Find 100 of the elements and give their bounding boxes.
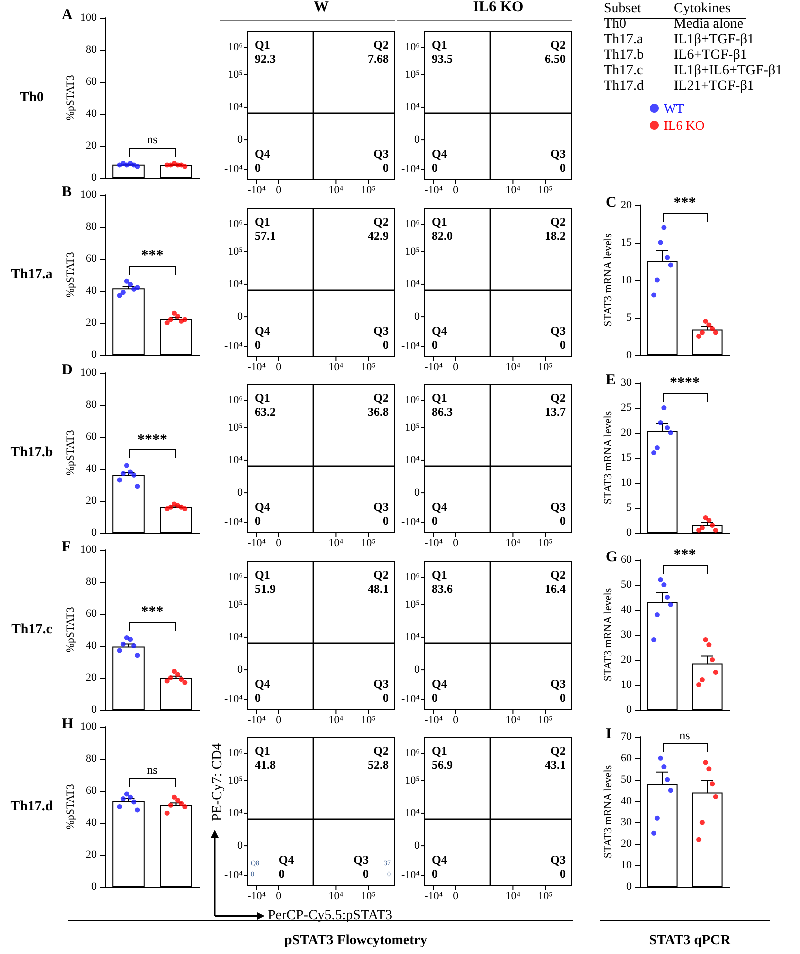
annotation: ns (147, 132, 158, 147)
text: 10⁴ (405, 807, 420, 820)
text: -10⁴ (224, 870, 244, 882)
text: 0 (432, 338, 438, 352)
text: 63.2 (255, 405, 276, 419)
text: 10⁴ (506, 538, 521, 550)
y-tick-label: 5 (626, 502, 632, 514)
annotation: *** (141, 604, 164, 620)
text: Q2 (374, 744, 389, 758)
text: 10⁵ (405, 68, 420, 81)
y-tick-label: 50 (621, 578, 632, 591)
y-tick-label: 20 (86, 672, 98, 684)
text: 10⁶ (405, 42, 420, 54)
y-tick-label: 60 (621, 752, 632, 764)
text: G (606, 549, 618, 566)
text: 10⁶ (228, 394, 244, 407)
y-axis-title: %pSTAT3 (65, 784, 78, 830)
y-axis-title: STAT3 mRNA levels (602, 234, 614, 327)
text: Q3 (550, 147, 566, 161)
y-tick-label: 15 (621, 236, 632, 249)
text: 10⁵ (361, 184, 376, 196)
text: 6.50 (545, 52, 566, 66)
text: 10⁵ (228, 774, 244, 787)
y-tick-label: 20 (621, 199, 632, 212)
y-tick-label: 0 (626, 526, 632, 538)
text: 10⁵ (228, 68, 244, 81)
text: 0 (276, 890, 282, 902)
text: -10⁴ (402, 693, 420, 706)
text: 51.9 (255, 582, 276, 596)
y-tick-label: 60 (621, 554, 632, 566)
y-axis-title: STAT3 mRNA levels (602, 410, 614, 504)
text: Q1 (432, 391, 448, 405)
text: -10⁴ (424, 714, 444, 726)
text: 0 (383, 161, 389, 175)
text: IL1β+IL6+TGF-β1 (674, 64, 783, 78)
y-tick-label: 40 (86, 640, 98, 652)
text: F (62, 539, 72, 556)
y-tick-label: 80 (86, 44, 98, 56)
y-tick-label: 20 (621, 654, 632, 666)
text: 0 (414, 487, 420, 500)
text: 10⁴ (328, 361, 344, 373)
annotation: ns (680, 728, 691, 742)
text: -10⁴ (248, 890, 266, 902)
text: 0 (414, 664, 420, 676)
text: Th17.a (11, 268, 53, 283)
y-axis-title: %pSTAT3 (65, 429, 78, 476)
text: 10⁶ (228, 748, 244, 760)
y-tick-label: 70 (621, 731, 632, 743)
text: 0 (238, 310, 244, 323)
text: 10⁶ (228, 42, 244, 54)
y-tick-label: 10 (621, 860, 632, 872)
text: -10⁴ (224, 164, 244, 176)
text: 0 (560, 338, 566, 352)
y-axis-title: STAT3 mRNA levels (602, 765, 614, 859)
y-tick-label: 80 (86, 221, 98, 234)
text: Q1 (432, 214, 448, 228)
y-tick-label: 20 (621, 838, 632, 850)
y-tick-label: 5 (626, 312, 632, 324)
text: 10⁶ (228, 218, 244, 230)
text: 10⁶ (405, 571, 420, 584)
text: Q2 (550, 391, 566, 405)
y-tick-label: 30 (621, 816, 632, 829)
y-tick-label: 100 (80, 721, 98, 733)
legend-label: WT (664, 101, 684, 116)
text: 10⁴ (405, 630, 420, 643)
text: Q1 (255, 744, 270, 758)
y-tick-label: 10 (621, 274, 632, 286)
text: 42.9 (368, 228, 389, 242)
y-axis-title: %pSTAT3 (65, 606, 78, 653)
text: 10⁵ (361, 538, 376, 550)
annotation: *** (674, 547, 696, 564)
text: 0 (276, 361, 282, 373)
text: 0 (255, 338, 261, 352)
text: 10⁴ (405, 101, 420, 114)
annotation: *** (141, 248, 164, 264)
text: 10⁵ (538, 184, 554, 196)
text: Media alone (674, 17, 744, 32)
text: IL6 KO (473, 0, 524, 16)
text: Q4 (432, 676, 448, 690)
y-tick-label: 40 (86, 285, 98, 298)
text: 0 (453, 361, 460, 373)
text: 92.3 (255, 52, 276, 66)
y-tick-label: 10 (621, 476, 632, 488)
text: 10⁵ (405, 245, 420, 258)
y-tick-label: 0 (626, 881, 632, 893)
text: 7.68 (368, 52, 389, 66)
y-tick-label: 40 (86, 817, 98, 829)
y-tick-label: 0 (92, 172, 98, 184)
text: 10⁵ (228, 422, 244, 434)
text: -10⁴ (424, 184, 444, 196)
y-tick-label: 15 (621, 452, 632, 464)
text: 10⁵ (361, 714, 376, 726)
text: 0 (276, 184, 282, 196)
y-axis-title: STAT3 mRNA levels (602, 588, 614, 682)
text: -10⁴ (424, 890, 444, 902)
text: Q2 (550, 568, 566, 582)
text: -10⁴ (402, 516, 420, 529)
text: 57.1 (255, 228, 276, 242)
y-tick-label: 40 (86, 108, 98, 120)
text: Q4 (432, 853, 448, 867)
